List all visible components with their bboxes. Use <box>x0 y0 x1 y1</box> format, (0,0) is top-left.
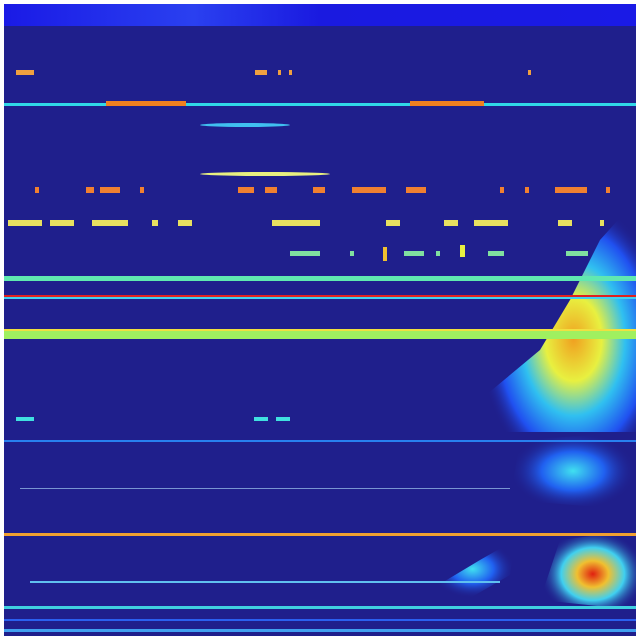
line-row-278 <box>4 276 636 281</box>
line-row-620 <box>4 619 636 621</box>
right-region-middle <box>510 432 636 510</box>
faint-streak-125 <box>200 123 290 127</box>
top-band <box>4 4 636 26</box>
line-row-630 <box>4 629 636 632</box>
line-row-582 <box>30 581 500 583</box>
tick-row-72 <box>16 70 531 75</box>
line-row-333 <box>4 329 636 339</box>
faint-streak-174 <box>200 172 330 176</box>
line-row-441 <box>4 440 636 442</box>
line-row-299 <box>4 297 636 299</box>
right-region-upper <box>480 200 636 432</box>
segment-row-104-a <box>106 101 186 106</box>
line-row-333-edge <box>4 329 636 331</box>
right-region-lower <box>540 530 636 610</box>
dotted-row-489 <box>20 488 510 489</box>
line-row-534 <box>4 533 636 536</box>
tick-row-223 <box>8 220 604 226</box>
tick-row-419 <box>16 417 290 421</box>
tick-row-254 <box>290 245 588 261</box>
tick-row-189 <box>35 187 610 193</box>
lower-diagonal-streak <box>430 540 515 598</box>
line-row-297 <box>4 295 636 297</box>
line-row-104 <box>4 103 636 106</box>
heatmap-background <box>4 4 636 636</box>
line-row-607 <box>4 606 636 609</box>
segment-row-104-b <box>410 101 484 106</box>
